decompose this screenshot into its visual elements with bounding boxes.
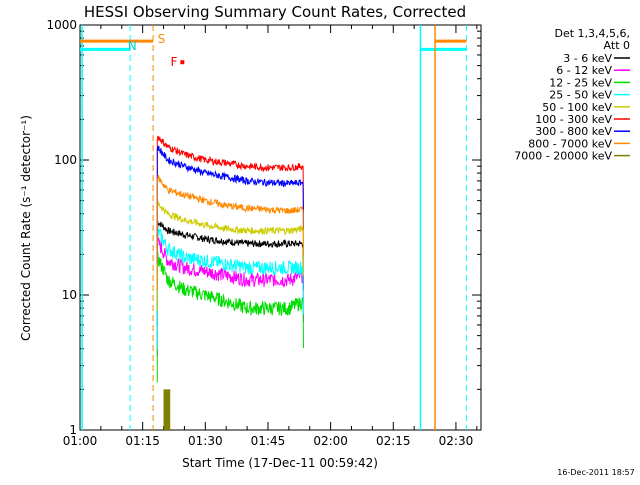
x-tick-label: 02:30 [439, 434, 474, 448]
series-50-100-kev [156, 200, 304, 310]
y-tick-label: 1000 [46, 18, 77, 32]
series-300-800-kev [156, 145, 304, 264]
legend-label: 300 - 800 keV [535, 125, 612, 138]
observation-indicators: N SF [80, 25, 467, 430]
legend-label: 3 - 6 keV [563, 52, 612, 65]
legend-label: 25 - 50 keV [549, 89, 612, 102]
series-3-6-kev [156, 220, 304, 325]
series-group [156, 135, 304, 430]
flare-marker [180, 60, 185, 65]
y-tick-label: 10 [62, 288, 77, 302]
y-tick-label: 100 [54, 153, 77, 167]
series-6-12-kev [156, 236, 304, 357]
axis-ticks: 01:00 01:15 01:30 01:45 02:00 02:15 02:30 1 10 10… [46, 18, 481, 448]
legend-label: 12 - 25 keV [549, 76, 612, 89]
y-tick-label: 1 [69, 423, 77, 437]
chart-title: HESSI Observing Summary Count Rates, Cor… [84, 3, 466, 21]
x-axis-label: Start Time (17-Dec-11 00:59:42) [182, 456, 378, 470]
legend-label: 800 - 7000 keV [528, 137, 612, 150]
legend-label: 50 - 100 keV [542, 101, 612, 114]
legend-label: 6 - 12 keV [556, 64, 612, 77]
legend-label: 7000 - 20000 keV [514, 150, 612, 163]
x-tick-label: 02:15 [376, 434, 411, 448]
y-axis-label: Corrected Count Rate (s⁻¹ detector⁻¹) [19, 115, 33, 341]
x-tick-label: 02:00 [313, 434, 348, 448]
legend-header-line-2: Att 0 [604, 39, 630, 52]
x-tick-label: 01:00 [63, 434, 98, 448]
annotation-s: S [158, 32, 166, 46]
annotation-f: F [171, 55, 178, 69]
plot-frame [79, 24, 482, 431]
x-tick-label: 01:30 [188, 434, 223, 448]
series-100-300-kev [156, 135, 304, 248]
series-7000-20000-kev [163, 389, 171, 430]
timestamp-text: 16-Dec-2011 18:57 [557, 468, 634, 477]
legend-label: 100 - 300 keV [535, 113, 612, 126]
series-12-25-kev [156, 249, 304, 383]
annotation-n: N [128, 39, 137, 53]
series-800-7000-kev [156, 174, 304, 291]
x-tick-label: 01:45 [251, 434, 286, 448]
series-25-50-kev [156, 226, 304, 349]
x-tick-label: 01:15 [125, 434, 160, 448]
legend-header-line-1: Det 1,3,4,5,6, [554, 27, 630, 40]
